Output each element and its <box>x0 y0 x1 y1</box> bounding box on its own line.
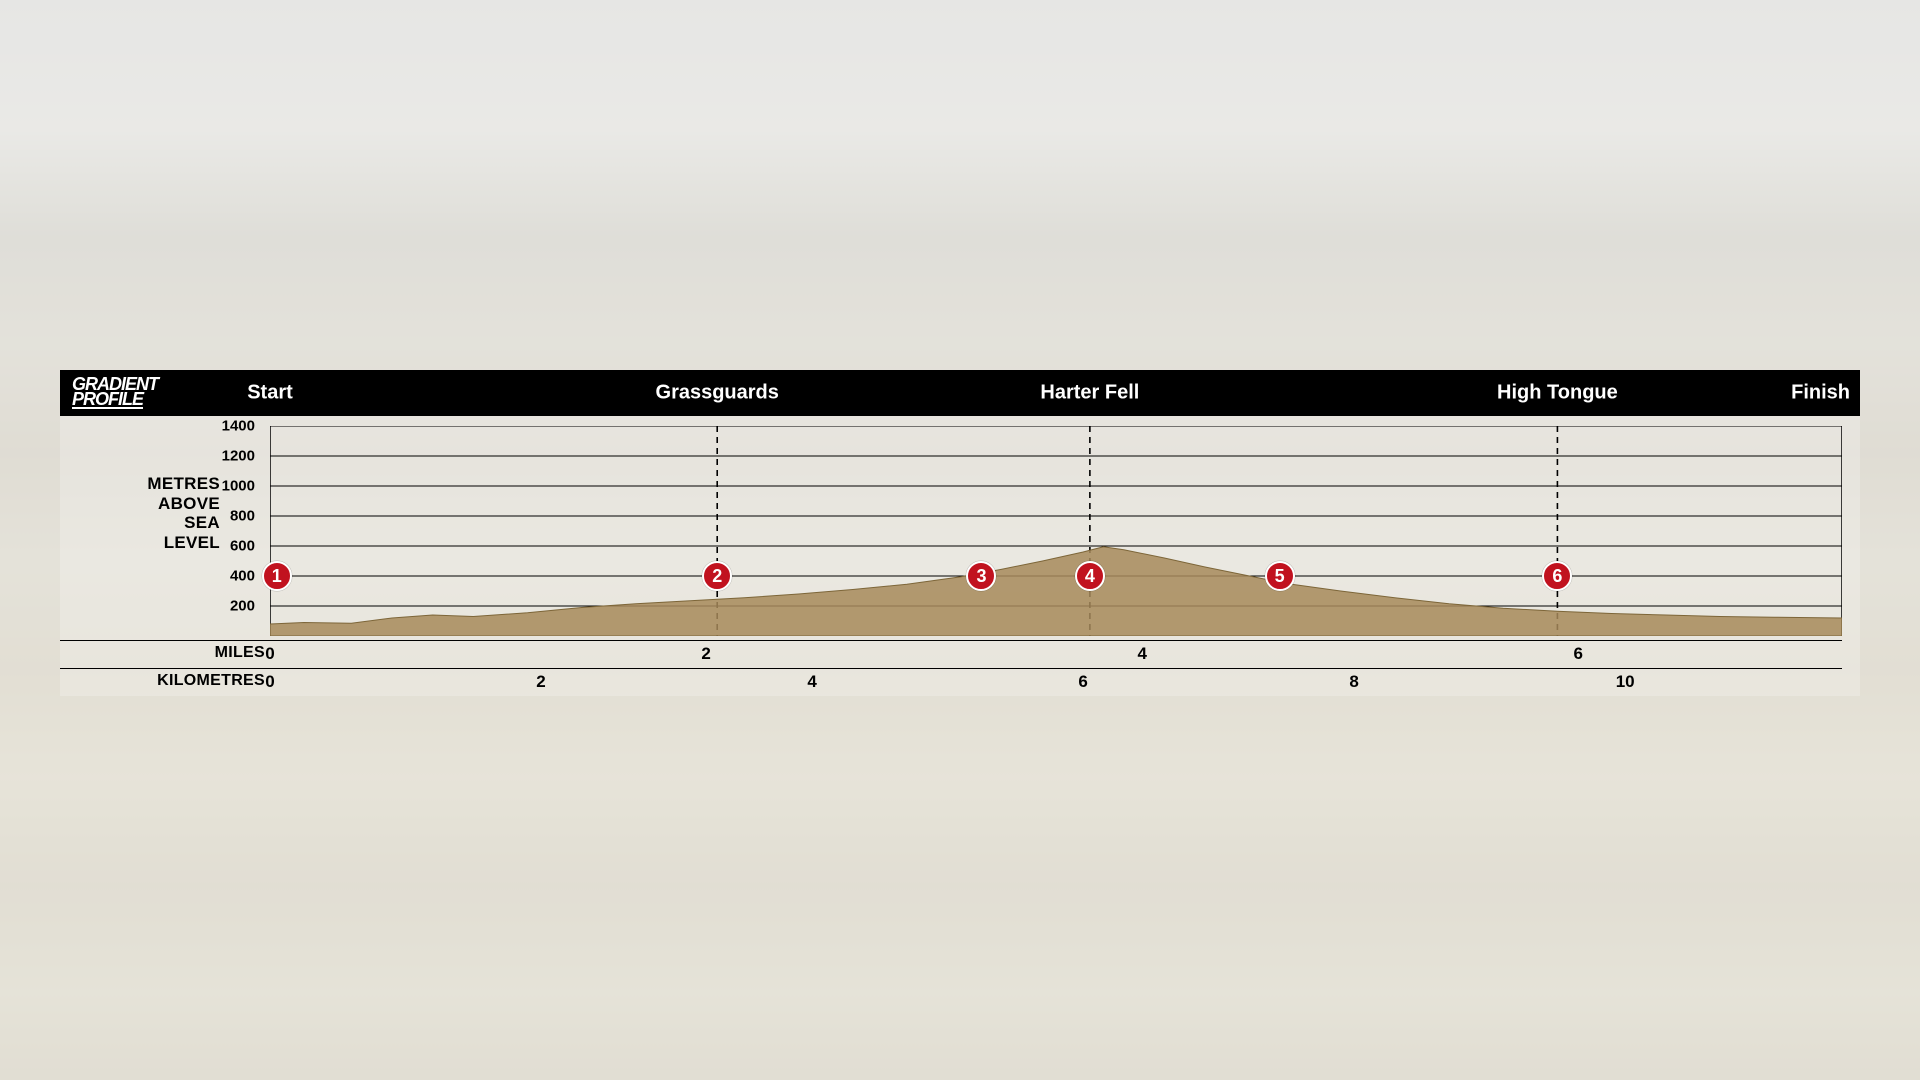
y-tick-label: 400 <box>230 568 255 585</box>
x-tick-label: 4 <box>1137 644 1146 664</box>
y-tick-label: 1200 <box>222 448 255 465</box>
waypoint-label: Start <box>247 382 293 405</box>
x-tick-label: 2 <box>701 644 710 664</box>
x-axis-label: MILES <box>60 644 265 662</box>
route-marker: 2 <box>702 561 732 591</box>
x-tick-label: 6 <box>1574 644 1583 664</box>
x-axis-label: KILOMETRES <box>60 672 265 690</box>
waypoint-label: Grassguards <box>656 382 779 405</box>
gradient-profile-panel: GRADIENT PROFILE StartGrassguardsHarter … <box>60 370 1860 696</box>
x-tick-label: 4 <box>807 672 816 692</box>
y-tick-label: 1400 <box>222 418 255 435</box>
route-marker: 3 <box>966 561 996 591</box>
waypoint-label: Harter Fell <box>1040 382 1139 405</box>
x-tick-label: 2 <box>536 672 545 692</box>
x-tick-label: 0 <box>265 644 274 664</box>
waypoint-label: High Tongue <box>1497 382 1618 405</box>
x-tick-label: 8 <box>1349 672 1358 692</box>
header-bar: GRADIENT PROFILE StartGrassguardsHarter … <box>60 370 1860 416</box>
y-tick-label: 800 <box>230 508 255 525</box>
x-axis-row: KILOMETRES0 2 4 6 8 10 <box>60 668 1842 696</box>
waypoint-label: Finish <box>1791 382 1850 405</box>
route-marker: 1 <box>262 561 292 591</box>
y-tick-label: 200 <box>230 598 255 615</box>
y-tick-label: 600 <box>230 538 255 555</box>
x-tick-label: 0 <box>265 672 274 692</box>
elevation-chart: METRESABOVESEALEVEL 20040060080010001200… <box>60 416 1860 696</box>
route-marker: 4 <box>1075 561 1105 591</box>
route-marker: 5 <box>1265 561 1295 591</box>
x-tick-label: 10 <box>1616 672 1635 692</box>
waypoint-labels: Start Grassguards Harter Fell High Tongue Fi… <box>60 370 1860 416</box>
route-marker: 6 <box>1542 561 1572 591</box>
y-axis-ticks: 200400600800100012001400 <box>60 426 265 636</box>
x-axes: MILES0 2 4 6 KILOMETRES0 2 4 6 8 10 <box>60 640 1842 696</box>
x-tick-label: 6 <box>1078 672 1087 692</box>
elevation-svg <box>270 426 1842 636</box>
x-axis-row: MILES0 2 4 6 <box>60 640 1842 668</box>
plot-area: 123456 <box>270 426 1842 636</box>
elevation-area <box>270 547 1842 636</box>
y-tick-label: 1000 <box>222 478 255 495</box>
